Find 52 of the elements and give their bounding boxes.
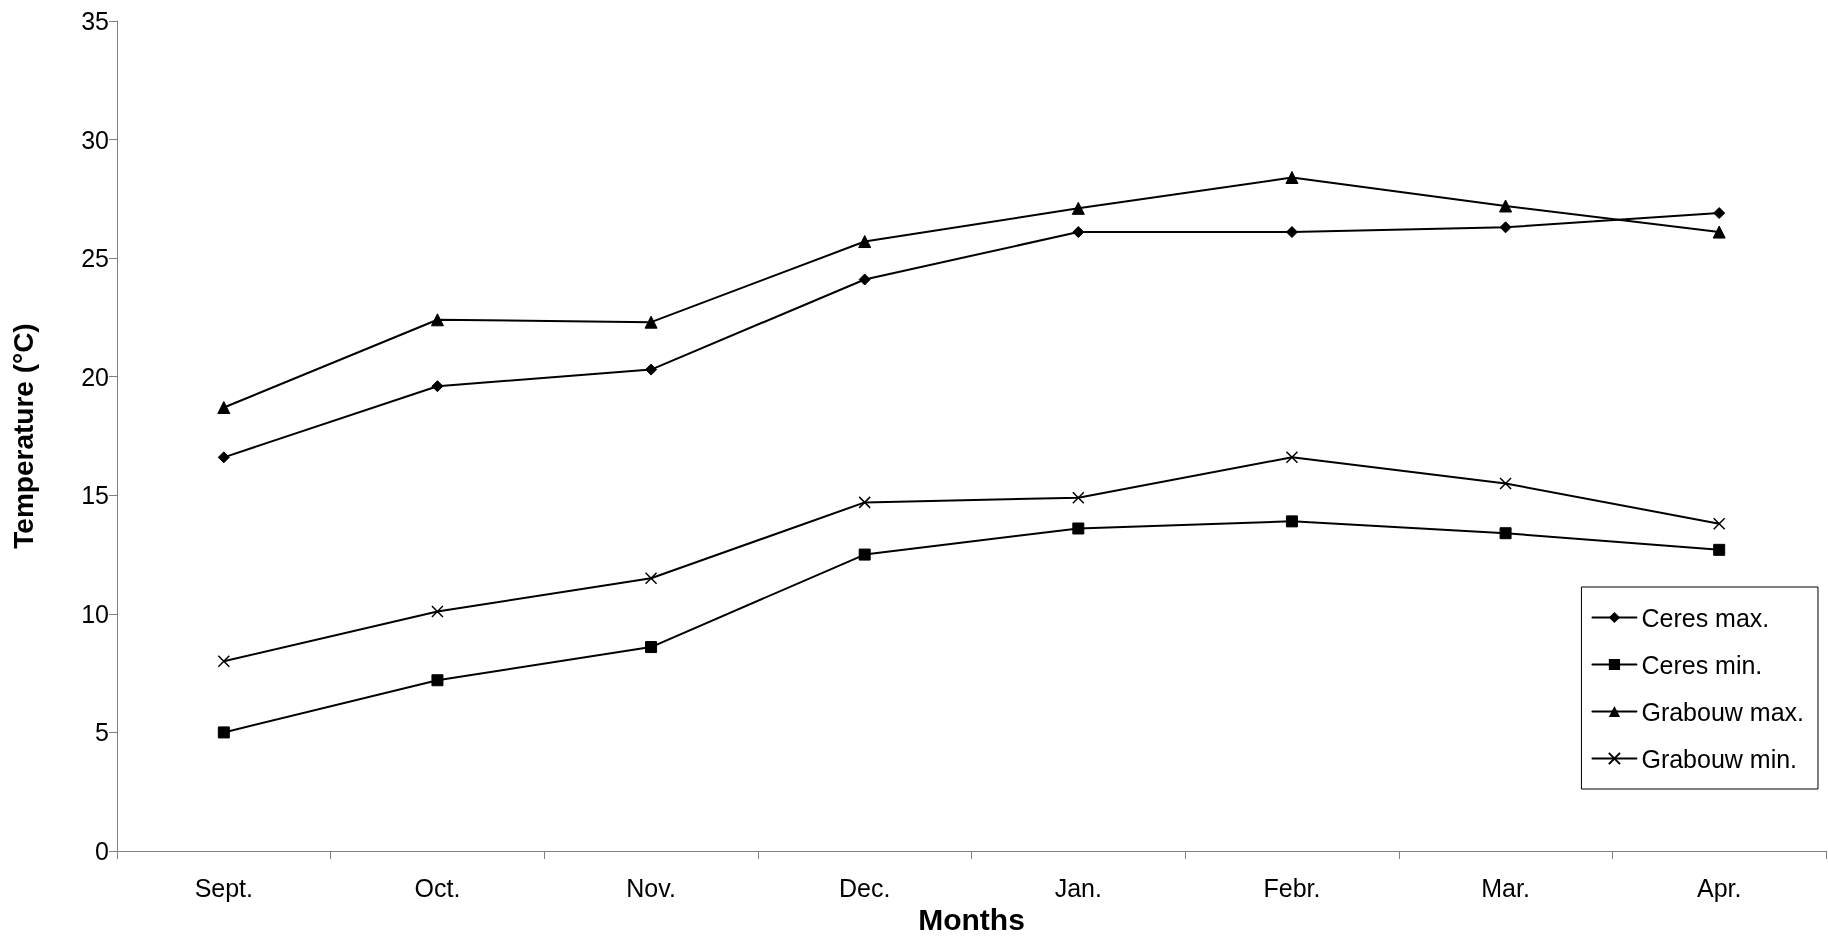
point xyxy=(858,548,871,561)
point xyxy=(1499,527,1512,540)
point xyxy=(1285,515,1298,528)
point xyxy=(858,235,872,249)
x-tick-label: Nov. xyxy=(626,873,676,902)
x-tick-label: Apr. xyxy=(1696,873,1742,902)
point xyxy=(431,380,444,393)
point xyxy=(1285,451,1299,464)
point xyxy=(217,401,231,415)
legend-label: Ceres max. xyxy=(1641,603,1770,632)
point xyxy=(217,655,231,668)
y-tick-label: 5 xyxy=(95,718,109,747)
legend-label: Grabouw max. xyxy=(1641,697,1804,726)
point xyxy=(645,641,658,654)
legend-label: Ceres min. xyxy=(1641,650,1763,679)
point xyxy=(431,605,444,618)
point xyxy=(217,726,230,739)
y-tick-label: 25 xyxy=(81,244,109,273)
y-tick-label: 35 xyxy=(81,7,109,35)
x-tick-label: Jan. xyxy=(1054,873,1102,902)
x-tick-label: Sept. xyxy=(194,873,253,902)
x-tick-label: Oct. xyxy=(414,873,461,902)
point xyxy=(1713,543,1726,556)
point xyxy=(645,363,658,376)
point xyxy=(1071,201,1085,215)
x-tick-label: Febr. xyxy=(1263,873,1321,902)
point xyxy=(1712,517,1726,530)
y-tick-label: 15 xyxy=(81,481,109,510)
y-tick-label: 20 xyxy=(81,362,109,391)
x-tick-label: Dec. xyxy=(838,873,891,902)
point xyxy=(858,496,871,509)
x-tick-label: Mar. xyxy=(1481,873,1530,902)
y-tick-label: 10 xyxy=(81,599,109,628)
point xyxy=(431,674,444,687)
point xyxy=(1285,171,1299,185)
point xyxy=(1713,207,1726,220)
point xyxy=(217,451,230,464)
point xyxy=(1499,477,1512,490)
point xyxy=(644,315,658,329)
y-axis-title: Temperature (°C) xyxy=(7,323,39,549)
point xyxy=(430,313,444,327)
x-axis-title: Months xyxy=(918,903,1025,937)
point xyxy=(1712,225,1726,239)
legend-label: Grabouw min. xyxy=(1641,744,1798,773)
point xyxy=(1499,199,1513,213)
point xyxy=(1072,522,1085,535)
y-tick-label: 30 xyxy=(81,125,109,154)
point xyxy=(858,273,871,286)
y-tick-label: 0 xyxy=(95,837,109,865)
point xyxy=(1072,491,1085,504)
point xyxy=(1499,221,1512,234)
point xyxy=(644,572,658,585)
